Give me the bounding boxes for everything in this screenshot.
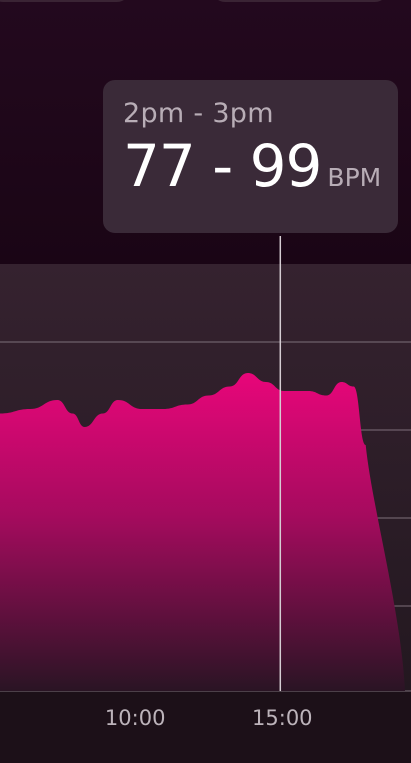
tooltip-unit: BPM	[327, 163, 382, 192]
tooltip-bpm-range: 77 - 99	[123, 132, 322, 200]
heart-rate-area	[0, 373, 405, 691]
range-tab-right[interactable]	[212, 0, 388, 2]
selection-tooltip: 2pm - 3pm 77 - 99 BPM	[103, 80, 398, 233]
tooltip-value-row: 77 - 99 BPM	[123, 137, 398, 195]
x-tick-label: 15:00	[252, 706, 313, 730]
range-tab-left[interactable]	[0, 0, 130, 2]
tooltip-time-range: 2pm - 3pm	[123, 98, 274, 129]
x-tick-label: 10:00	[104, 706, 166, 730]
